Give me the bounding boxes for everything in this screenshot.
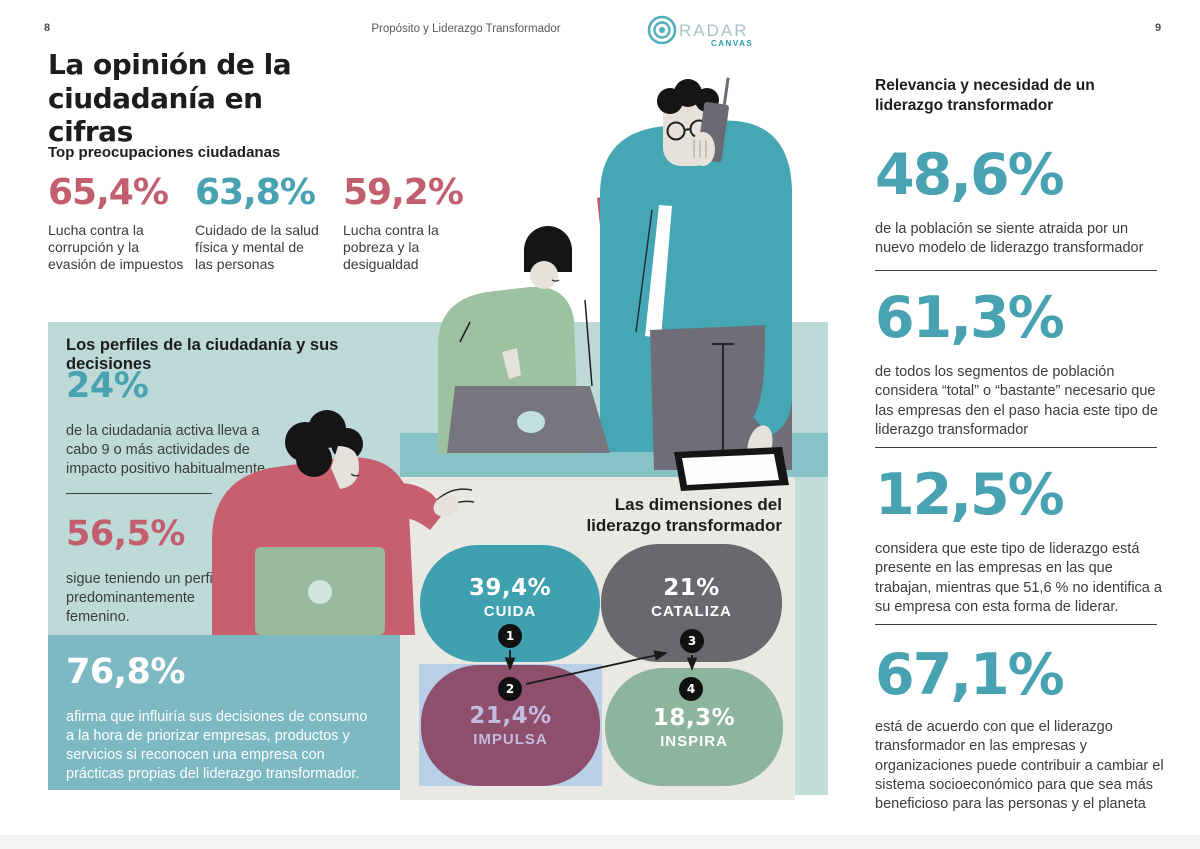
- divider-line: [875, 624, 1157, 625]
- step-badge-3: 3: [680, 629, 704, 653]
- profiles-stat-text: de la ciudadania activa lleva a cabo 9 o…: [66, 423, 270, 478]
- relevance-stat-value: 12,5%: [875, 462, 1065, 528]
- bubble-value: 18,3%: [652, 704, 736, 731]
- radar-logo-icon: [647, 15, 677, 45]
- profiles-panel-dark-band: [48, 635, 400, 790]
- profiles-stat-value: 76,8%: [66, 652, 185, 692]
- stat-value: 59,2%: [343, 172, 464, 213]
- profiles-stat-text: sigue teniendo un perfil predominantemen…: [66, 571, 216, 626]
- illustration-background: [400, 322, 828, 433]
- step-badge-1: 1: [498, 624, 522, 648]
- divider-line: [66, 493, 212, 494]
- logo-sub-wordmark: CANVAS: [711, 39, 753, 48]
- relevance-stat-text: de la población se siente atraida por un…: [875, 221, 1144, 257]
- page-number-right: 9: [1155, 22, 1162, 34]
- page-bottom-edge: [0, 835, 1200, 849]
- bubble-label: IMPULSA: [473, 731, 548, 748]
- page-number-left: 8: [44, 22, 51, 34]
- profiles-stat-value: 56,5%: [66, 514, 185, 554]
- page-title: La opinión de la ciudadanía en cifras: [48, 48, 292, 149]
- relevance-heading: Relevancia y necesidad de un liderazgo t…: [875, 77, 1095, 115]
- bubble-label: CATALIZA: [651, 602, 732, 620]
- profiles-stat-value: 24%: [66, 366, 149, 406]
- stat-label: Lucha contra la corrupción y la evasión …: [48, 222, 184, 272]
- step-badge-2: 2: [498, 677, 522, 701]
- stat-label: Cuidado de la salud física y mental de l…: [195, 222, 319, 272]
- bubble-value: 21,4%: [469, 703, 552, 729]
- profiles-panel-heading: Los perfiles de la ciudadanía y sus deci…: [66, 336, 339, 373]
- divider-line: [875, 270, 1157, 271]
- bubble-cuida: 39,4% CUIDA: [420, 545, 600, 662]
- relevance-stat-value: 48,6%: [875, 142, 1065, 208]
- concern-stat-corruption: 65,4% Lucha contra la corrupción y la ev…: [48, 172, 186, 272]
- concern-stat-health: 63,8% Cuidado de la salud física y menta…: [195, 172, 325, 272]
- concerns-heading: Top preocupaciones ciudadanas: [48, 144, 281, 161]
- stat-value: 65,4%: [48, 172, 169, 213]
- relevance-stat-text: de todos los segmentos de población cons…: [875, 364, 1158, 438]
- divider-line: [875, 447, 1157, 448]
- relevance-stat-value: 67,1%: [875, 642, 1065, 708]
- bubble-label: INSPIRA: [660, 732, 728, 750]
- concern-stat-poverty: 59,2% Lucha contra la pobreza y la desig…: [343, 172, 464, 272]
- relevance-stat-value: 61,3%: [875, 285, 1065, 351]
- table-surface-band: [400, 433, 828, 477]
- bubble-value: 39,4%: [468, 575, 552, 601]
- stat-value: 63,8%: [195, 172, 316, 213]
- step-badge-4: 4: [679, 677, 703, 701]
- retro-phone-icon: [696, 77, 730, 163]
- stat-label: Lucha contra la pobreza y la desigualdad: [343, 222, 439, 272]
- logo-wordmark: RADAR: [679, 21, 749, 40]
- dimensions-heading: Las dimensiones del liderazgo transforma…: [586, 495, 782, 536]
- right-teal-strip: [795, 477, 828, 795]
- running-header-title: Propósito y Liderazgo Transformador: [371, 23, 561, 35]
- radar-canvas-logo: RADAR CANVAS: [647, 15, 753, 48]
- profiles-stat-text: afirma que influiría sus decisiones de c…: [66, 709, 368, 783]
- bubble-value: 21%: [663, 574, 720, 601]
- bubble-label: CUIDA: [483, 603, 537, 620]
- relevance-stat-text: está de acuerdo con que el liderazgo tra…: [875, 719, 1164, 813]
- relevance-stat-text: considera que este tipo de liderazgo est…: [875, 541, 1162, 615]
